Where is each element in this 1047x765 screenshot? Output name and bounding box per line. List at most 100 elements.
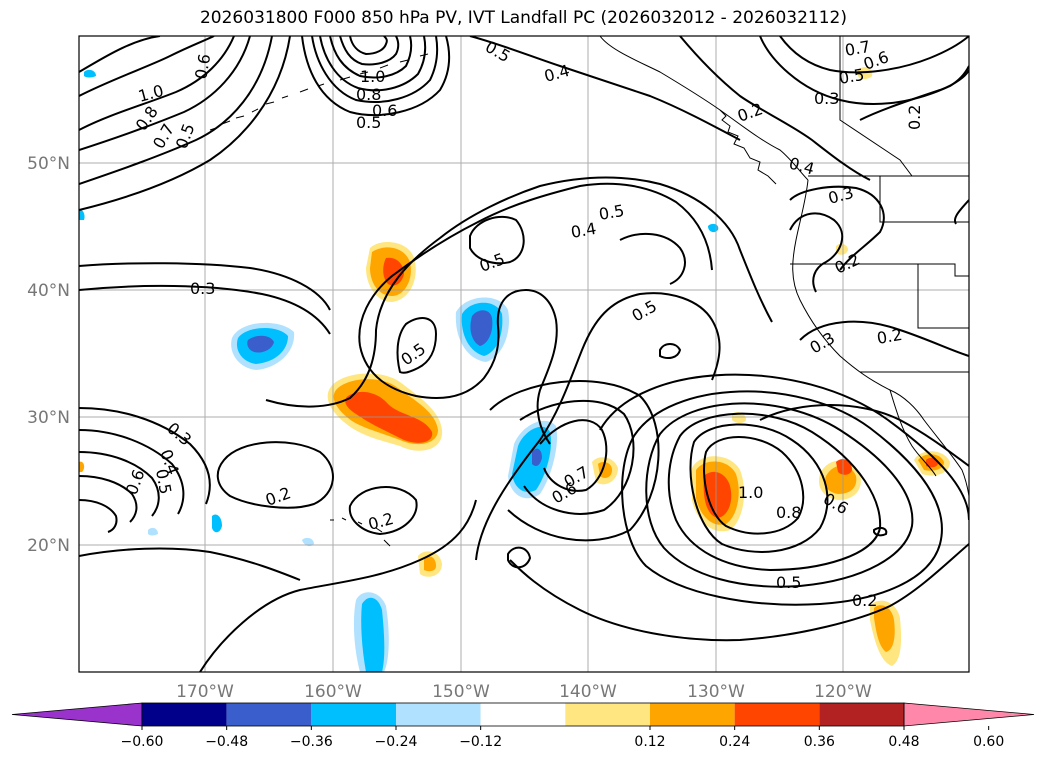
longitude-labels: 170°W 160°W 150°W 140°W 130°W 120°W xyxy=(176,682,872,702)
colorbar-cell xyxy=(819,703,904,726)
negative-anomaly-shading xyxy=(148,527,158,536)
colorbar-cell xyxy=(396,703,481,726)
contour-label: 0.5 xyxy=(776,573,801,592)
contour-label: 0.5 xyxy=(152,467,175,495)
pv-contour xyxy=(799,320,969,357)
pv-contour xyxy=(475,292,721,561)
pv-contour xyxy=(703,436,805,535)
contour-label: 0.8 xyxy=(776,503,801,522)
contour-label: 1.0 xyxy=(738,483,763,502)
lon-label-130w: 130°W xyxy=(687,682,745,702)
colorbar-cell xyxy=(734,703,820,726)
pv-contour xyxy=(507,546,532,569)
pv-contour xyxy=(759,36,969,106)
pv-contour xyxy=(301,36,451,117)
pv-contour xyxy=(311,36,439,103)
state-border xyxy=(790,263,969,277)
lon-label-170w: 170°W xyxy=(176,682,234,702)
pv-contour xyxy=(789,212,844,293)
pv-contour xyxy=(79,407,211,505)
pv-contour xyxy=(79,36,291,211)
pv-contour xyxy=(79,262,331,311)
contour-label: 0.3 xyxy=(814,89,839,108)
pv-contour xyxy=(679,36,871,181)
contour-label: 0.8 xyxy=(356,85,381,104)
map-title: 2026031800 F000 850 hPa PV, IVT Landfall… xyxy=(199,8,847,28)
pv-contour xyxy=(599,373,969,521)
pv-contour xyxy=(79,475,138,523)
pv-contour xyxy=(199,499,477,672)
pv-contour xyxy=(621,390,943,606)
positive-anomaly-shading xyxy=(424,556,436,572)
colorbar-tick-label: 0.48 xyxy=(888,734,919,750)
lat-label-30n: 30°N xyxy=(27,408,70,428)
negative-anomaly-shading xyxy=(212,514,222,533)
lon-label-150w: 150°W xyxy=(432,682,490,702)
pv-contour xyxy=(79,499,118,533)
colorbar-tick-label: −0.48 xyxy=(205,734,248,750)
latitude-labels: 50°N 40°N 30°N 20°N xyxy=(27,154,70,556)
positive-anomaly-shading xyxy=(79,461,85,472)
colorbar-cell xyxy=(565,703,650,726)
aleutian-islands xyxy=(209,53,429,131)
colorbar-ticks: −0.60 −0.48 −0.36 −0.24 −0.12 0.12 0.24 0.36 0.4… xyxy=(121,726,1004,750)
alaska-coastline xyxy=(599,36,809,181)
pv-contour xyxy=(79,36,235,131)
colorbar-cell xyxy=(480,703,566,726)
pv-contour xyxy=(216,441,334,509)
pv-contour xyxy=(619,232,686,285)
lon-label-160w: 160°W xyxy=(304,682,362,702)
negative-anomaly-shading xyxy=(532,448,542,466)
baja-california-coast xyxy=(889,389,937,477)
negative-anomaly-shading xyxy=(470,310,493,346)
contour-label: 0.2 xyxy=(852,591,877,610)
pv-contour xyxy=(539,419,608,492)
pv-contour xyxy=(667,412,882,572)
contour-label: 0.6 xyxy=(372,101,397,120)
pv-contour xyxy=(79,284,331,335)
pv-contour xyxy=(329,36,413,79)
pv-contour xyxy=(689,423,829,553)
pv-contour xyxy=(348,486,418,536)
colorbar-tick-label: 0.60 xyxy=(973,734,1004,750)
pv-contour xyxy=(469,36,741,141)
state-border xyxy=(879,176,969,223)
pv-contour xyxy=(349,36,388,56)
colorbar-cell xyxy=(650,703,735,726)
contour-label: 0.6 xyxy=(191,52,214,80)
lat-label-40n: 40°N xyxy=(27,281,70,301)
colorbar: −0.60 −0.48 −0.36 −0.24 −0.12 0.12 0.24 0.36 0.4… xyxy=(11,702,1035,750)
pv-contour xyxy=(489,380,660,542)
british-columbia-coast xyxy=(719,109,777,185)
map-plot: 1.0 0.8 0.6 0.5 0.7 1.0 0.8 0.6 0.5 0.5 … xyxy=(27,35,970,702)
pv-contour xyxy=(79,36,273,185)
pv-contour xyxy=(469,215,525,265)
pv-contour xyxy=(396,317,438,374)
pv-contour xyxy=(789,185,885,271)
pv-contour xyxy=(759,404,969,467)
negative-anomaly-shading xyxy=(247,335,274,353)
pv-contour xyxy=(339,36,400,66)
colorbar-tick-label: 0.12 xyxy=(634,734,665,750)
pv-contour xyxy=(319,36,427,92)
plot-frame xyxy=(78,35,970,673)
lat-label-50n: 50°N xyxy=(27,154,70,174)
pv-contours xyxy=(79,36,969,672)
pv-contour xyxy=(873,526,888,537)
colorbar-tick-label: −0.36 xyxy=(290,734,333,750)
pv-contour xyxy=(265,176,773,408)
lon-label-120w: 120°W xyxy=(814,682,872,702)
colorbar-tick-label: 0.36 xyxy=(804,734,835,750)
colorbar-cells xyxy=(11,702,1035,727)
pv-contour xyxy=(954,199,969,225)
colorbar-tick-label: 0.24 xyxy=(719,734,750,750)
contour-label: 0.2 xyxy=(875,325,903,348)
colorbar-tick-label: −0.60 xyxy=(121,734,164,750)
contour-label: 0.3 xyxy=(190,279,215,298)
colorbar-tick-label: −0.12 xyxy=(459,734,502,750)
positive-anomaly-shading xyxy=(836,459,852,475)
contour-label: 0.5 xyxy=(837,65,865,88)
negative-anomaly-shading xyxy=(361,597,385,672)
pv-contour xyxy=(358,182,713,347)
pv-contour xyxy=(519,399,635,515)
